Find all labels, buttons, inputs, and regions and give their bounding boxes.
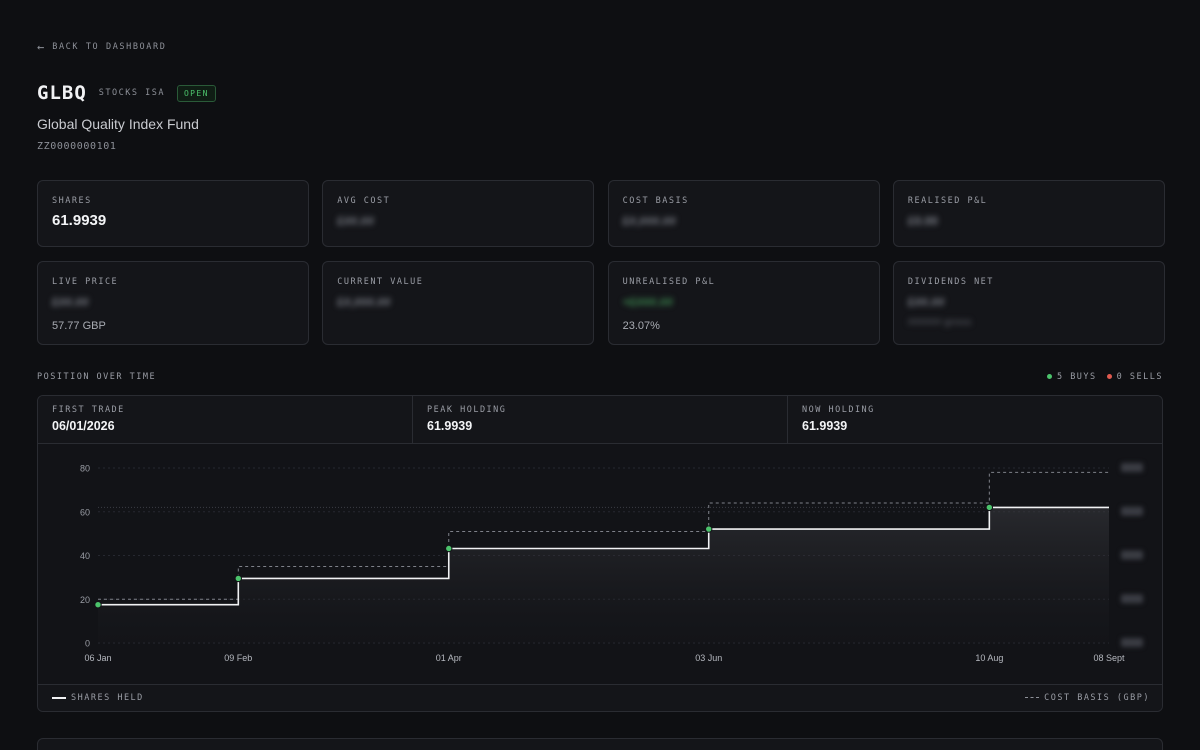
back-label: BACK TO DASHBOARD: [52, 42, 167, 52]
current-value-hidden: £#,###.##: [337, 295, 391, 309]
current-value-label: CURRENT VALUE: [337, 277, 424, 287]
position-chart-panel: FIRST TRADE 06/01/2026 PEAK HOLDING 61.9…: [37, 395, 1163, 712]
avg-cost-value-hidden: £##.##: [337, 214, 374, 228]
dividends-sub-hidden: ###### gross: [907, 317, 972, 328]
cost-axis-tick-hidden: [1121, 463, 1143, 472]
status-badge: OPEN: [176, 84, 216, 102]
isin-code: ZZ0000000101: [37, 141, 117, 152]
shares-held-chart[interactable]: 0 20 40 60 80 06 Jan 09 Feb 01 Apr 03 Jun 10 Aug 0…: [38, 444, 1163, 684]
unrealised-pnl-value-hidden: +£###.##: [622, 295, 673, 309]
x-tick-label: 08 Sept: [1093, 653, 1125, 663]
unrealised-pnl-percent: 23.07%: [622, 320, 660, 332]
buy-dot-icon: [1046, 374, 1052, 379]
next-section-card: [37, 738, 1163, 750]
first-trade-stat: FIRST TRADE 06/01/2026: [38, 396, 413, 443]
unrealised-pnl-card: UNREALISED P&L +£###.## 23.07%: [607, 261, 880, 345]
x-tick-label: 06 Jan: [84, 653, 111, 663]
dividends-value-hidden: £##.##: [907, 295, 945, 309]
first-trade-label: FIRST TRADE: [52, 405, 125, 415]
realised-pnl-card: REALISED P&L £0.00: [892, 180, 1165, 247]
legend-shares: SHARES HELD: [52, 693, 144, 703]
ticker-row: GLBQ STOCKS ISA OPEN: [37, 82, 216, 104]
unrealised-pnl-label: UNREALISED P&L: [622, 277, 716, 287]
metrics-grid: SHARES 61.9939 AVG COST £##.## COST BASI…: [37, 180, 1165, 345]
y-tick-label: 0: [85, 639, 90, 649]
cost-basis-card: COST BASIS £#,###.##: [607, 180, 880, 247]
position-stats: FIRST TRADE 06/01/2026 PEAK HOLDING 61.9…: [38, 396, 1162, 444]
account-type: STOCKS ISA: [98, 88, 165, 98]
peak-holding-label: PEAK HOLDING: [427, 405, 507, 415]
shares-held-line: [98, 506, 1109, 606]
cost-basis-value-hidden: £#,###.##: [622, 214, 676, 228]
live-price-sub: 57.77 GBP: [52, 320, 106, 332]
sells-label: 0 SELLS: [1116, 372, 1163, 382]
shares-card: SHARES 61.9939: [37, 180, 309, 247]
cost-axis-tick-hidden: [1121, 506, 1143, 516]
fund-name: Global Quality Index Fund: [37, 116, 199, 132]
cost-axis-tick-hidden: [1121, 638, 1143, 647]
dividends-card: DIVIDENDS NET £##.## ###### gross: [892, 261, 1165, 345]
shares-label: SHARES: [52, 196, 92, 206]
cost-axis-tick-hidden: [1121, 594, 1143, 604]
legend-shares-label: SHARES HELD: [71, 693, 144, 703]
dividends-label: DIVIDENDS NET: [907, 277, 994, 287]
trade-counts: 5 BUYS 0 SELLS: [1046, 372, 1163, 382]
position-section-header: POSITION OVER TIME 5 BUYS 0 SELLS: [37, 372, 1163, 382]
now-holding-value: 61.9939: [802, 419, 848, 433]
peak-holding-stat: PEAK HOLDING 61.9939: [413, 396, 788, 443]
buy-point: [94, 601, 102, 609]
first-trade-value: 06/01/2026: [52, 419, 115, 433]
realised-pnl-value-hidden: £0.00: [907, 214, 938, 228]
now-holding-stat: NOW HOLDING 61.9939: [788, 396, 1162, 443]
now-holding-label: NOW HOLDING: [802, 405, 875, 415]
live-price-value-hidden: £##.##: [52, 295, 89, 309]
x-tick-label: 09 Feb: [224, 653, 252, 663]
y-tick-label: 20: [80, 595, 90, 605]
position-title: POSITION OVER TIME: [37, 372, 157, 382]
buys-label: 5 BUYS: [1056, 372, 1097, 382]
peak-holding-value: 61.9939: [427, 419, 473, 433]
x-tick-label: 03 Jun: [695, 653, 722, 663]
y-tick-label: 80: [80, 464, 90, 474]
buy-point: [705, 525, 713, 533]
avg-cost-label: AVG COST: [337, 196, 391, 206]
cost-basis-label: COST BASIS: [622, 196, 689, 206]
y-tick-label: 40: [80, 551, 90, 561]
ticker-symbol: GLBQ: [37, 82, 87, 104]
sell-dot-icon: [1106, 374, 1112, 379]
dashed-line-icon: [1025, 697, 1040, 698]
solid-line-icon: [52, 696, 66, 699]
cost-axis-tick-hidden: [1121, 550, 1143, 560]
chart-area[interactable]: 0 20 40 60 80 06 Jan 09 Feb 01 Apr 03 Jun 10 Aug 0…: [38, 444, 1163, 684]
sells-count: 0 SELLS: [1106, 372, 1163, 382]
realised-pnl-label: REALISED P&L: [907, 196, 988, 206]
x-tick-label: 10 Aug: [975, 653, 1003, 663]
buy-point: [985, 503, 994, 512]
arrow-left-icon: ←: [37, 40, 45, 54]
buys-count: 5 BUYS: [1046, 372, 1097, 382]
current-value-card: CURRENT VALUE £#,###.##: [322, 261, 595, 345]
live-price-card: LIVE PRICE £##.## 57.77 GBP: [37, 261, 309, 345]
chart-legend: SHARES HELD COST BASIS (GBP): [38, 684, 1162, 711]
x-tick-label: 01 Apr: [436, 653, 462, 663]
shares-value: 61.9939: [52, 212, 107, 229]
buy-point: [234, 574, 243, 583]
y-tick-label: 60: [80, 507, 90, 517]
live-price-label: LIVE PRICE: [52, 277, 119, 287]
shares-area: [98, 507, 1109, 643]
legend-cost-label: COST BASIS (GBP): [1044, 693, 1150, 703]
legend-cost: COST BASIS (GBP): [1025, 693, 1150, 703]
buy-point: [445, 544, 453, 553]
avg-cost-card: AVG COST £##.##: [322, 180, 595, 247]
back-to-dashboard-link[interactable]: ← BACK TO DASHBOARD: [37, 40, 166, 54]
